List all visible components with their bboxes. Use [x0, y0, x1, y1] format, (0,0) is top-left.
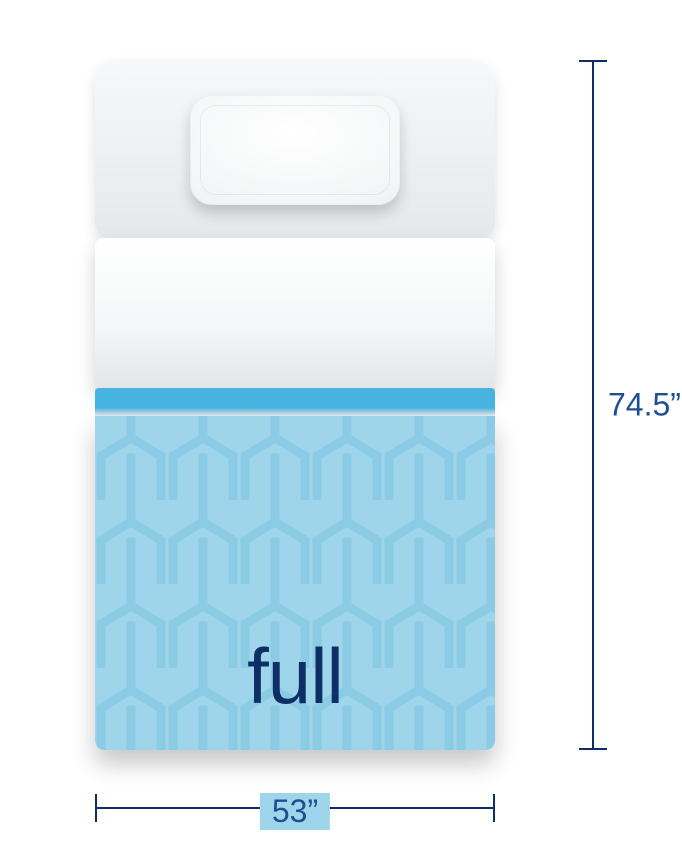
- blanket: full: [95, 416, 495, 750]
- blanket-trim: [95, 388, 495, 416]
- pillow: [190, 95, 400, 205]
- bed-illustration: full: [95, 60, 495, 750]
- width-dimension-cap-left: [95, 794, 97, 822]
- width-dimension-cap-right: [493, 794, 495, 822]
- height-dimension-bar: [592, 60, 594, 750]
- sheet-fold: [95, 238, 495, 388]
- height-dimension-line: 74.5”: [592, 60, 594, 750]
- height-dimension-label: 74.5”: [608, 387, 681, 424]
- mattress-size-name: full: [95, 631, 495, 722]
- height-dimension-cap-top: [579, 60, 607, 62]
- width-dimension-line: 53”: [95, 807, 495, 809]
- height-dimension-cap-bottom: [579, 748, 607, 750]
- mattress-size-diagram: full 74.5” 53”: [0, 0, 682, 843]
- width-dimension-label: 53”: [260, 793, 330, 830]
